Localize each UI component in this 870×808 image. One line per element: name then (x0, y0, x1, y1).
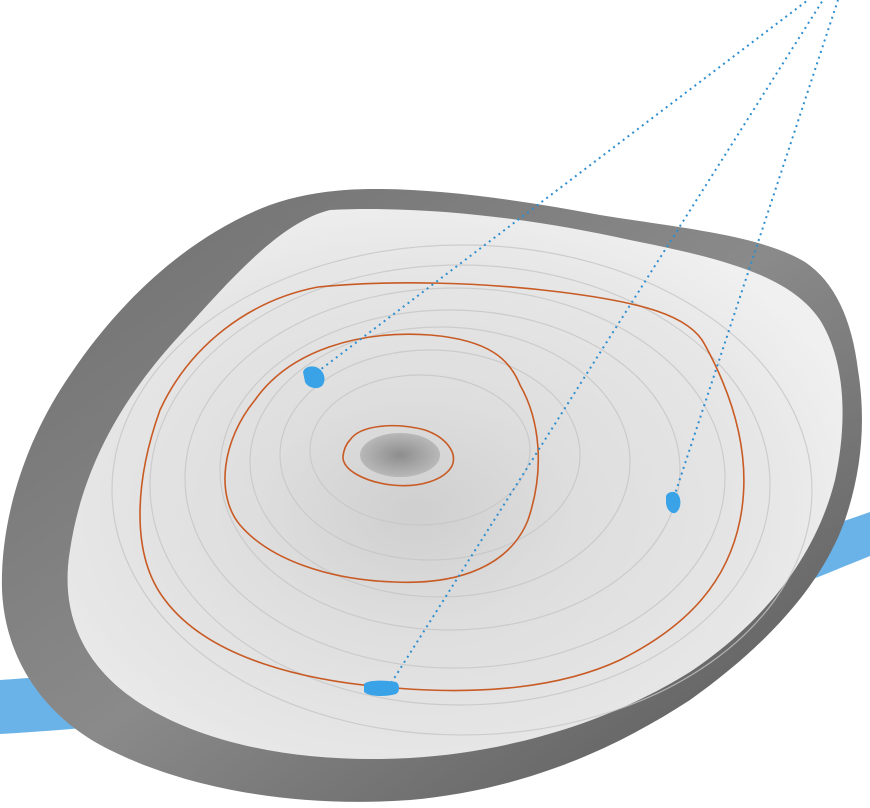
ring-outer (139, 282, 745, 692)
pith (360, 433, 440, 477)
sample-marker-1 (303, 366, 325, 389)
pointer-line-3 (671, 0, 839, 504)
sample-markers (303, 366, 681, 697)
sample-marker-3 (666, 491, 681, 514)
highlighted-rings (139, 282, 745, 692)
sample-marker-2 (364, 680, 399, 697)
ring-inner (342, 424, 455, 487)
growth-rings (111, 244, 813, 736)
pointer-lines (311, 0, 839, 689)
pointer-line-1 (311, 0, 809, 377)
wood-face (67, 209, 843, 760)
pointer-line-2 (387, 0, 824, 689)
ring-middle (224, 333, 540, 584)
